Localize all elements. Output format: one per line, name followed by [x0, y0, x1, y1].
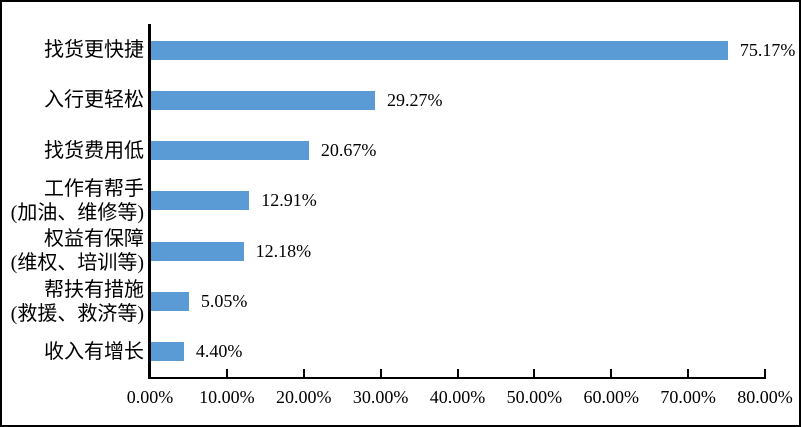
- bar: [150, 241, 244, 261]
- x-tick-label: 60.00%: [583, 387, 640, 407]
- category-label: 收入有增长: [8, 340, 150, 364]
- value-label: 12.18%: [255, 240, 312, 261]
- bar: [150, 342, 184, 362]
- category-label-line: (加油、维修等): [10, 201, 144, 224]
- value-label: 20.67%: [320, 140, 377, 161]
- category-label-line: (维权、培训等): [10, 252, 144, 275]
- x-axis-tick: [687, 369, 690, 377]
- value-label: 5.05%: [200, 291, 248, 312]
- category-label-line: 收入有增长: [44, 340, 144, 363]
- bar: [150, 40, 728, 60]
- category-label: 入行更轻松: [8, 88, 150, 112]
- bar: [150, 292, 189, 312]
- bar: [150, 90, 375, 110]
- x-tick-label: 70.00%: [660, 387, 716, 407]
- bar-row: 入行更轻松 29.27%: [8, 75, 765, 125]
- bar: [150, 191, 250, 211]
- category-label-line: 入行更轻松: [44, 89, 144, 112]
- bar-row: 找货更快捷 75.17%: [8, 25, 795, 75]
- category-label-line: 找货费用低: [44, 139, 144, 162]
- x-axis-tick: [456, 369, 459, 377]
- x-tick-label: 20.00%: [276, 387, 332, 407]
- category-label-line: 帮扶有措施: [44, 278, 144, 301]
- category-label: 权益有保障 (维权、培训等): [8, 227, 150, 275]
- value-label: 29.27%: [387, 89, 443, 110]
- bar-track: 75.17%: [150, 25, 795, 75]
- bar-track: 4.40%: [150, 327, 765, 377]
- x-axis-tick: [302, 369, 305, 377]
- bar-track: 20.67%: [150, 126, 765, 176]
- bar-rows: 找货更快捷 75.17% 入行更轻松 29.27% 找货费用低 20.67% 工作有帮手 (加…: [8, 25, 796, 377]
- category-label: 工作有帮手 (加油、维修等): [8, 177, 150, 225]
- x-tick-label: 0.00%: [126, 387, 174, 407]
- category-label: 找货费用低: [8, 139, 150, 163]
- x-tick-label: 40.00%: [429, 387, 486, 407]
- bar-row: 权益有保障 (维权、培训等) 12.18%: [8, 226, 765, 276]
- bar-row: 收入有增长 4.40%: [8, 327, 765, 377]
- bar-row: 帮扶有措施 (救援、救济等) 5.05%: [8, 276, 765, 326]
- bar-track: 5.05%: [150, 276, 765, 326]
- x-axis-tick: [225, 369, 228, 377]
- x-axis-tick: [533, 369, 536, 377]
- value-label: 4.40%: [195, 341, 243, 362]
- value-label: 75.17%: [739, 39, 796, 60]
- category-label-line: 找货更快捷: [44, 39, 144, 62]
- value-label: 12.91%: [261, 190, 317, 211]
- x-tick-label: 80.00%: [737, 387, 793, 407]
- x-axis-tick: [379, 369, 382, 377]
- x-tick-label: 50.00%: [506, 387, 563, 407]
- bar-track: 29.27%: [150, 75, 765, 125]
- category-label-line: 权益有保障: [44, 228, 144, 251]
- bar-track: 12.91%: [150, 176, 765, 226]
- category-label-line: 工作有帮手: [44, 177, 144, 200]
- bar-row: 找货费用低 20.67%: [8, 126, 765, 176]
- x-tick-label: 10.00%: [199, 387, 255, 407]
- bar-row: 工作有帮手 (加油、维修等) 12.91%: [8, 176, 765, 226]
- y-axis-line: [148, 24, 151, 379]
- bar-track: 12.18%: [150, 226, 765, 276]
- category-label-line: (救援、救济等): [10, 302, 144, 325]
- bar: [150, 141, 309, 161]
- x-axis-tick: [764, 369, 766, 377]
- x-axis-tick: [610, 369, 613, 377]
- x-axis-line: [148, 377, 766, 379]
- category-label: 找货更快捷: [8, 38, 150, 62]
- category-label: 帮扶有措施 (救援、救济等): [8, 278, 150, 326]
- x-tick-label: 30.00%: [352, 387, 409, 407]
